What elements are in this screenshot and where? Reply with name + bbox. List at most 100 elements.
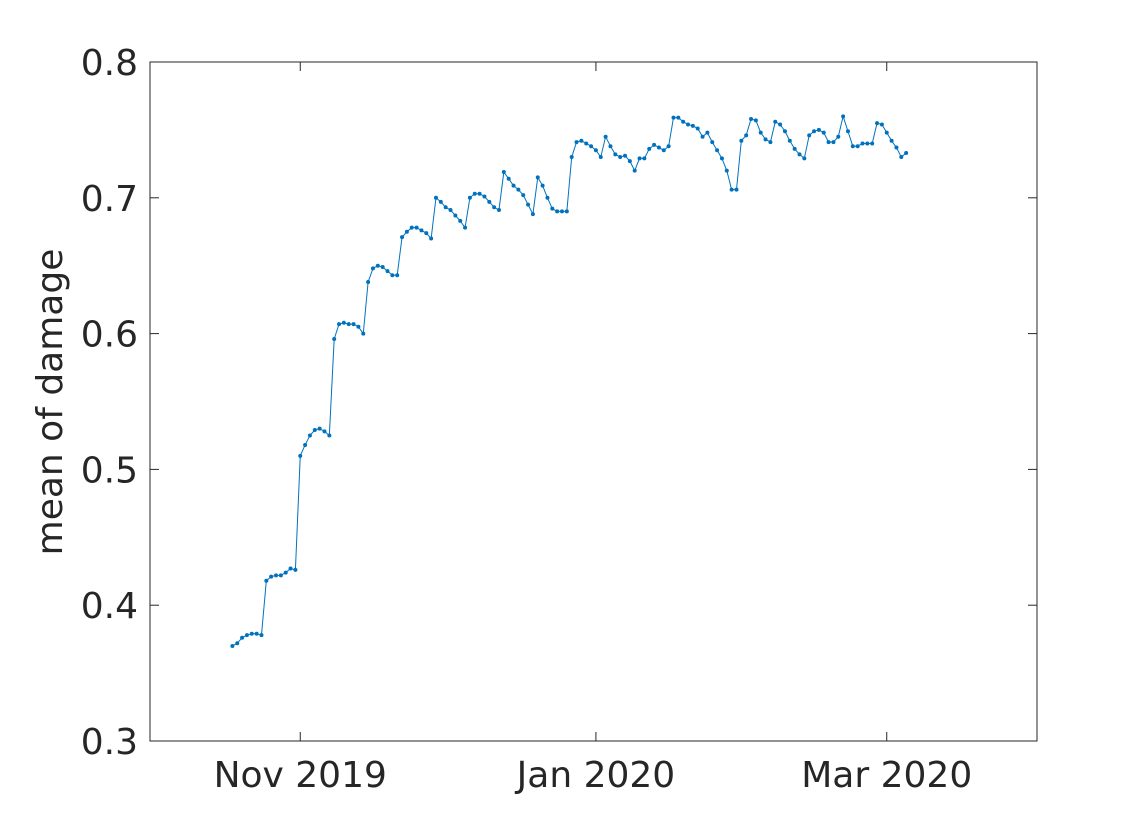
data-point [690, 123, 695, 128]
data-point [705, 130, 710, 135]
data-point [763, 137, 768, 142]
data-point [797, 152, 802, 157]
data-point [870, 141, 875, 146]
data-point [453, 213, 458, 218]
data-point [375, 263, 380, 268]
axes-box [149, 61, 1038, 742]
data-point [332, 337, 337, 342]
data-point [230, 643, 235, 648]
data-point [613, 152, 618, 157]
data-point [584, 141, 589, 146]
data-point [729, 187, 734, 192]
data-point [545, 195, 550, 200]
data-point [836, 134, 841, 139]
data-point [627, 159, 632, 164]
data-point [807, 133, 812, 138]
data-point [317, 426, 322, 431]
data-point [875, 121, 880, 126]
data-point [816, 127, 821, 132]
data-point [550, 206, 555, 211]
data-point [608, 144, 613, 149]
data-point [642, 156, 647, 161]
data-point [540, 183, 545, 188]
data-point [739, 138, 744, 143]
data-point [298, 453, 303, 458]
data-point [850, 144, 855, 149]
data-point [719, 156, 724, 161]
x-tick-label: Jan 2020 [515, 755, 676, 796]
data-point [661, 148, 666, 153]
data-point [656, 145, 661, 150]
data-point [715, 148, 720, 153]
data-point [390, 273, 395, 278]
data-point [676, 115, 681, 120]
data-point [443, 205, 448, 210]
data-point [860, 141, 865, 146]
data-point [244, 633, 249, 638]
data-point [744, 133, 749, 138]
data-point [404, 229, 409, 234]
data-point [603, 134, 608, 139]
y-tick-label: 0.7 [81, 179, 138, 220]
y-tick-label: 0.5 [81, 450, 138, 491]
data-point [424, 231, 429, 236]
data-point [904, 150, 909, 155]
data-point [564, 209, 569, 214]
data-point [782, 129, 787, 134]
plot-area: 0.3 0.4 0.5 0.6 0.7 0.8 Nov 2019 Jan 2020 Mar 20… [81, 43, 1038, 796]
data-point [589, 144, 594, 149]
data-point [753, 118, 758, 123]
data-point [632, 168, 637, 173]
data-point [700, 134, 705, 139]
data-point [671, 115, 676, 120]
data-point [574, 140, 579, 145]
data-point [826, 140, 831, 145]
y-tick-label: 0.3 [81, 722, 138, 763]
data-point [647, 146, 652, 151]
data-point [695, 126, 700, 131]
data-point [269, 574, 274, 579]
data-point [370, 266, 375, 271]
data-point [341, 320, 346, 325]
data-point [884, 130, 889, 135]
data-point [802, 156, 807, 161]
data-point [361, 331, 366, 336]
data-point [831, 140, 836, 145]
y-tick-label: 0.6 [81, 315, 138, 356]
data-point [734, 187, 739, 192]
data-point [307, 433, 312, 438]
data-point [472, 191, 477, 196]
data-point [758, 130, 763, 135]
data-point [710, 140, 715, 145]
data-point [400, 235, 405, 240]
data-point [346, 322, 351, 327]
data-point [274, 573, 279, 578]
data-point [380, 265, 385, 270]
x-tick-label: Nov 2019 [214, 755, 387, 796]
data-point [312, 428, 317, 433]
data-point [429, 236, 434, 241]
data-point [879, 122, 884, 127]
data-point [482, 194, 487, 199]
data-point [506, 176, 511, 181]
data-point [526, 202, 531, 207]
data-point [458, 218, 463, 223]
data-point [637, 156, 642, 161]
data-point [516, 187, 521, 192]
data-point [385, 269, 390, 274]
data-point [623, 153, 628, 158]
y-tick-label: 0.8 [81, 43, 138, 84]
data-point [778, 122, 783, 127]
data-point [511, 183, 516, 188]
data-point [652, 142, 657, 147]
data-point [579, 138, 584, 143]
data-point [821, 130, 826, 135]
data-point [812, 129, 817, 134]
data-point [889, 138, 894, 143]
data-point [749, 117, 754, 122]
data-point [855, 144, 860, 149]
data-point [521, 193, 526, 198]
data-point [686, 122, 691, 127]
